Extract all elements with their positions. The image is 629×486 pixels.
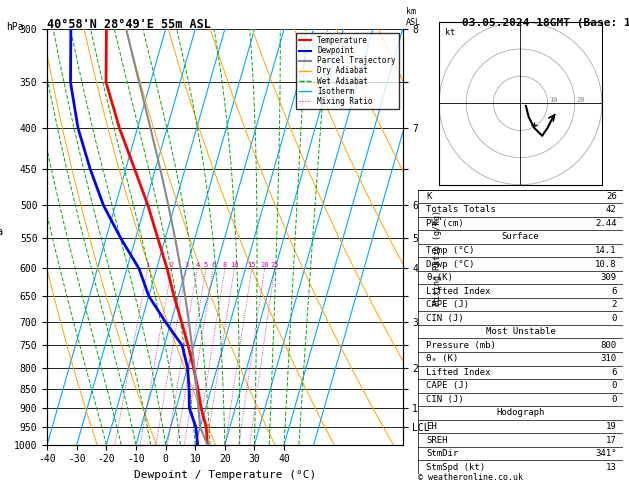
Text: 19: 19: [606, 422, 616, 431]
Text: Most Unstable: Most Unstable: [486, 327, 555, 336]
Text: EH: EH: [426, 422, 437, 431]
Text: PW (cm): PW (cm): [426, 219, 464, 228]
Text: 309: 309: [601, 273, 616, 282]
Text: CIN (J): CIN (J): [426, 313, 464, 323]
Text: 2.44: 2.44: [595, 219, 616, 228]
Text: 10: 10: [549, 97, 557, 103]
Text: 341°: 341°: [595, 449, 616, 458]
Text: Surface: Surface: [502, 232, 539, 242]
Text: 5: 5: [204, 262, 208, 268]
Text: 2: 2: [169, 262, 174, 268]
Text: 6: 6: [611, 368, 616, 377]
Text: K: K: [426, 192, 432, 201]
Text: 6: 6: [611, 287, 616, 295]
Text: CAPE (J): CAPE (J): [426, 300, 469, 309]
Text: CIN (J): CIN (J): [426, 395, 464, 404]
Legend: Temperature, Dewpoint, Parcel Trajectory, Dry Adiabat, Wet Adiabat, Isotherm, Mi: Temperature, Dewpoint, Parcel Trajectory…: [296, 33, 399, 109]
Text: Mixing Ratio (g/kg): Mixing Ratio (g/kg): [433, 210, 442, 305]
Text: 3: 3: [184, 262, 189, 268]
Text: 17: 17: [606, 435, 616, 445]
Text: CAPE (J): CAPE (J): [426, 382, 469, 390]
Y-axis label: hPa: hPa: [0, 227, 3, 237]
Text: 310: 310: [601, 354, 616, 363]
Text: StmSpd (kt): StmSpd (kt): [426, 463, 486, 471]
Text: 10: 10: [230, 262, 238, 268]
Text: © weatheronline.co.uk: © weatheronline.co.uk: [418, 473, 523, 482]
Text: θₑ (K): θₑ (K): [426, 354, 459, 363]
Text: 8: 8: [223, 262, 227, 268]
Text: θₑ(K): θₑ(K): [426, 273, 454, 282]
Text: 15: 15: [248, 262, 256, 268]
Text: Hodograph: Hodograph: [496, 408, 545, 417]
Text: 20: 20: [260, 262, 269, 268]
Text: Totals Totals: Totals Totals: [426, 206, 496, 214]
Text: 26: 26: [606, 192, 616, 201]
Text: Dewp (°C): Dewp (°C): [426, 260, 475, 268]
Text: Temp (°C): Temp (°C): [426, 246, 475, 255]
Text: 0: 0: [611, 382, 616, 390]
Text: 0: 0: [611, 395, 616, 404]
Text: 13: 13: [606, 463, 616, 471]
Text: 6: 6: [211, 262, 215, 268]
Text: 20: 20: [576, 97, 584, 103]
Text: 42: 42: [606, 206, 616, 214]
X-axis label: Dewpoint / Temperature (°C): Dewpoint / Temperature (°C): [134, 470, 316, 480]
Text: 800: 800: [601, 341, 616, 350]
Text: 4: 4: [195, 262, 199, 268]
Text: km
ASL: km ASL: [406, 7, 421, 27]
Text: 25: 25: [270, 262, 279, 268]
Text: 03.05.2024 18GMT (Base: 18): 03.05.2024 18GMT (Base: 18): [462, 18, 629, 29]
Text: SREH: SREH: [426, 435, 448, 445]
Text: Lifted Index: Lifted Index: [426, 368, 491, 377]
Text: 0: 0: [611, 313, 616, 323]
Text: StmDir: StmDir: [426, 449, 459, 458]
Text: 10.8: 10.8: [595, 260, 616, 268]
Text: kt: kt: [445, 29, 455, 37]
Text: Pressure (mb): Pressure (mb): [426, 341, 496, 350]
Text: hPa: hPa: [6, 22, 24, 32]
Text: 2: 2: [611, 300, 616, 309]
Text: 14.1: 14.1: [595, 246, 616, 255]
Text: 40°58'N 28°49'E 55m ASL: 40°58'N 28°49'E 55m ASL: [47, 18, 211, 32]
Text: Lifted Index: Lifted Index: [426, 287, 491, 295]
Text: 1: 1: [145, 262, 150, 268]
